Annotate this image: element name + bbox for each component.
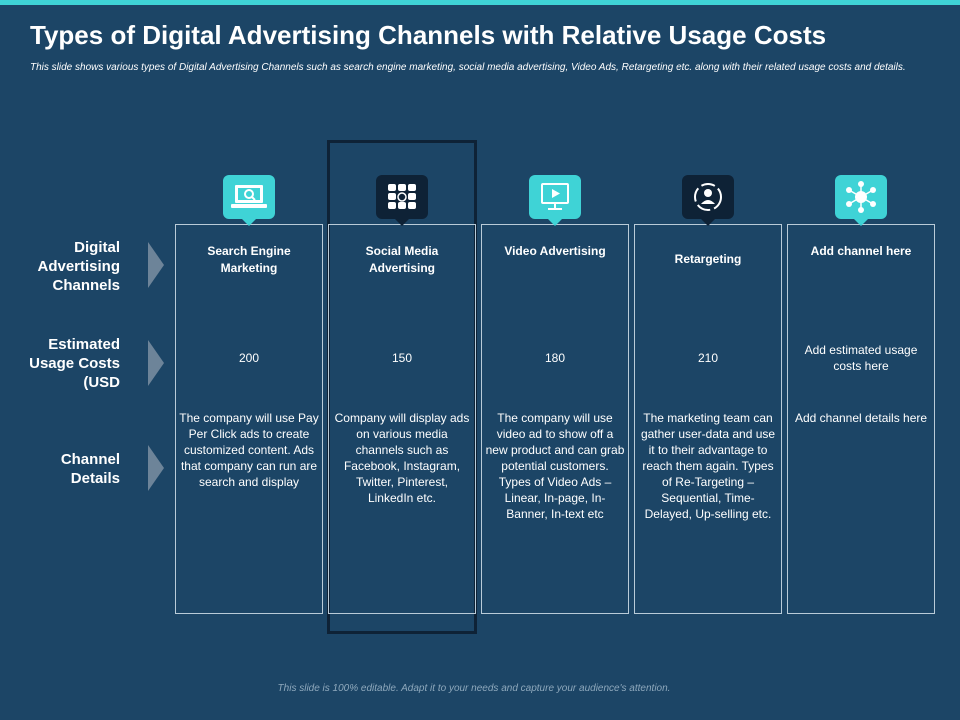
channel-cost: 180 <box>544 351 566 365</box>
channel-details: The marketing team can gather user-data … <box>640 411 776 521</box>
row-label-costs: Estimated Usage Costs (USD <box>29 336 120 391</box>
chevron-right-icon <box>148 340 164 386</box>
channel-cost: Add estimated usage costs here <box>804 343 918 373</box>
channel-cost: 150 <box>391 351 413 365</box>
channel-cost: 200 <box>238 351 260 365</box>
top-accent-bar <box>0 0 960 5</box>
channel-cost: 210 <box>697 351 719 365</box>
network-hub-icon <box>835 175 887 226</box>
channel-details: Company will display ads on various medi… <box>334 411 470 505</box>
channel-name: Social Media Advertising <box>365 244 439 275</box>
channel-name: Video Advertising <box>504 244 606 258</box>
slide-title: Types of Digital Advertising Channels wi… <box>30 20 827 50</box>
channel-details: The company will use video ad to show of… <box>485 411 625 521</box>
social-media-icons-icon <box>376 175 428 226</box>
retargeting-user-icon <box>682 175 734 226</box>
row-label-channels: Digital Advertising Channels <box>37 239 120 294</box>
channel-details: The company will use Pay Per Click ads t… <box>179 411 319 489</box>
chevron-right-icon <box>148 445 164 491</box>
laptop-search-icon <box>223 175 275 226</box>
slide-subtitle: This slide shows various types of Digita… <box>30 62 906 73</box>
channel-name: Retargeting <box>674 252 742 266</box>
channel-details: Add channel details here <box>794 411 928 425</box>
chevron-right-icon <box>148 242 164 288</box>
channel-name: Search Engine Marketing <box>207 244 291 275</box>
video-monitor-icon <box>529 175 581 226</box>
row-label-details: Channel Details <box>60 451 120 487</box>
channel-name: Add channel here <box>810 244 912 258</box>
footer-note: This slide is 100% editable. Adapt it to… <box>277 683 671 694</box>
